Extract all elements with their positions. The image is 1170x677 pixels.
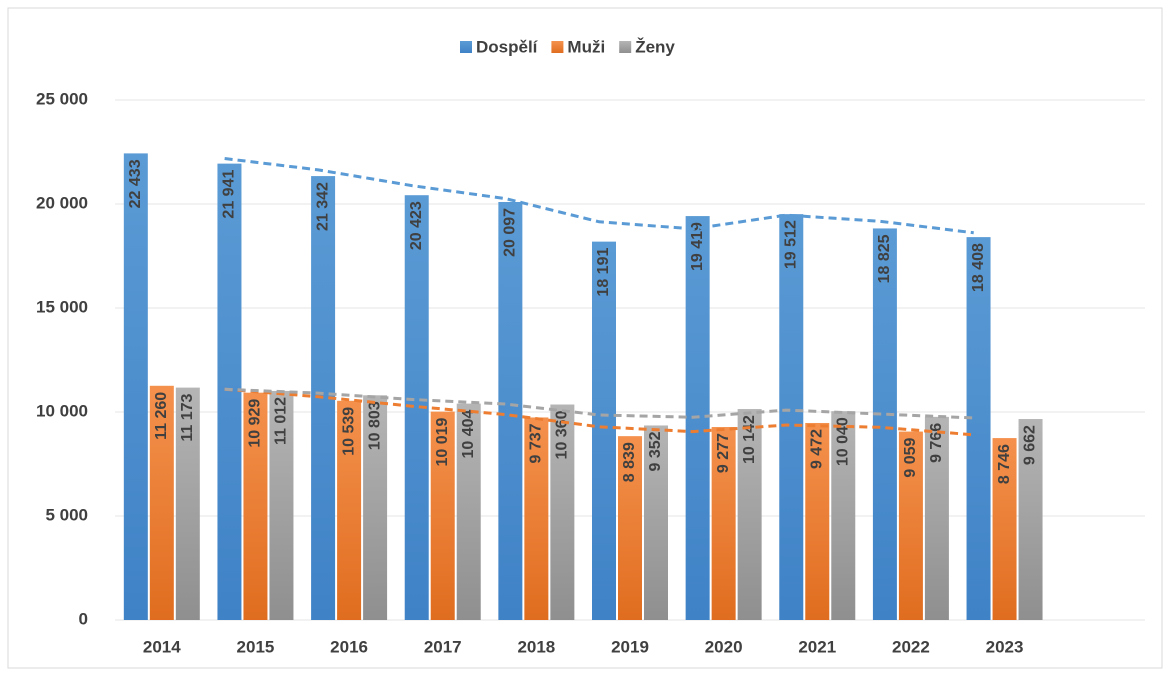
bar [337,400,362,620]
bar [524,417,549,620]
value-label: 9 472 [808,429,825,469]
value-label: 10 019 [434,418,451,467]
x-tick-label: 2021 [798,637,836,656]
value-label: 11 173 [179,394,196,442]
x-tick-label: 2020 [705,637,743,656]
y-tick-label: 25 000 [36,89,88,108]
bar [898,431,923,620]
value-label: 21 342 [314,182,331,231]
bar [992,438,1017,620]
bar [123,153,148,620]
value-label: 10 929 [247,399,264,448]
trend-line [224,387,974,420]
x-tick-label: 2019 [611,637,649,656]
value-label: 9 352 [647,431,664,471]
value-label: 8 746 [996,444,1013,484]
legend-label: Dospělí [476,37,539,56]
value-label: 9 737 [528,423,545,463]
bar [924,416,949,620]
value-label: 18 191 [595,248,612,297]
bar [243,392,268,620]
value-label: 8 839 [621,442,638,482]
bar [872,228,897,620]
bar [269,390,294,620]
bar [363,395,388,620]
legend-label: Ženy [635,37,675,56]
bar [711,427,736,620]
value-label: 19 512 [782,220,799,269]
x-tick-label: 2016 [330,637,368,656]
bar [618,436,642,620]
bar [175,387,200,620]
value-label: 18 825 [876,234,893,283]
y-tick-label: 15 000 [36,297,88,316]
value-label: 20 423 [408,201,425,250]
bar [644,425,668,620]
bar [1018,419,1043,620]
value-label: 22 433 [127,159,144,208]
bar [779,214,804,621]
value-label: 11 260 [153,392,170,440]
value-label: 9 766 [928,423,945,463]
bar [966,237,991,621]
bar [592,241,616,620]
bar [217,163,242,620]
x-tick-label: 2015 [237,637,275,656]
value-label: 9 277 [715,433,732,473]
legend-swatch [551,41,564,53]
value-label: 10 803 [366,401,383,450]
x-tick-label: 2022 [892,637,930,656]
value-label: 18 408 [970,243,987,292]
value-label: 10 360 [554,410,571,459]
legend-swatch [460,41,472,53]
x-tick-label: 2014 [143,637,181,656]
value-label: 10 539 [340,407,357,456]
bar [456,403,481,620]
x-tick-label: 2023 [986,637,1024,656]
bar [831,411,856,620]
bar [149,385,174,620]
trend-line [224,387,974,437]
y-tick-label: 10 000 [36,401,88,420]
value-label: 11 012 [273,397,290,445]
bar [550,404,575,620]
value-label: 9 059 [902,437,919,477]
legend-swatch [619,41,632,53]
bar [737,409,762,620]
value-label: 10 142 [741,415,758,464]
y-tick-label: 0 [79,609,88,628]
value-label: 9 662 [1022,425,1039,465]
value-label: 20 097 [502,208,519,257]
value-label: 21 941 [221,170,238,219]
bar [805,422,830,620]
value-label: 10 040 [834,417,851,466]
y-tick-label: 20 000 [36,193,88,212]
y-tick-label: 5 000 [45,505,88,524]
trend-line [224,157,974,235]
x-tick-label: 2018 [517,637,555,656]
bar [498,201,523,620]
x-tick-label: 2017 [424,637,462,656]
value-label: 19 419 [689,222,706,271]
value-label: 10 404 [460,409,477,458]
bar [430,411,455,620]
legend-label: Muži [567,37,605,56]
